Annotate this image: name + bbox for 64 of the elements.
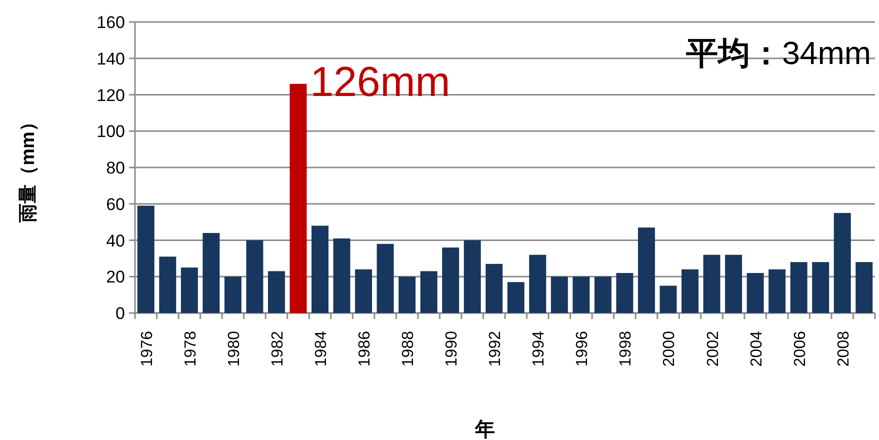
x-tick-label: 1998 (618, 330, 635, 367)
bar (224, 276, 242, 313)
bar (398, 276, 416, 313)
bar (682, 269, 698, 313)
bar (529, 254, 546, 313)
x-tick-label: 2000 (661, 330, 678, 367)
x-tick-label: 1994 (530, 330, 548, 367)
y-tick-label: 100 (96, 122, 125, 142)
x-tick-label: 2002 (704, 330, 722, 367)
bar (703, 254, 720, 313)
bar (638, 228, 655, 313)
x-tick-label: 1980 (226, 330, 243, 367)
bar (376, 244, 394, 313)
y-tick-label: 40 (106, 231, 125, 250)
y-tick-label: 0 (116, 304, 125, 323)
x-tick-label: 2004 (748, 330, 766, 367)
x-tick-label: 1982 (269, 330, 286, 367)
bar (202, 232, 220, 313)
bar (442, 248, 460, 313)
bar (464, 240, 481, 313)
y-axis-title: 雨量（mm） (18, 112, 39, 224)
y-tick-label: 140 (96, 49, 125, 68)
annotation: 126mm (310, 58, 450, 105)
y-tick-label: 160 (96, 13, 125, 32)
x-tick-label: 1976 (138, 330, 156, 367)
bar (420, 271, 438, 313)
bar (725, 254, 742, 313)
bar (246, 240, 264, 313)
bar (180, 268, 198, 313)
bar (550, 276, 568, 313)
x-tick-label: 2008 (835, 330, 852, 367)
bar (268, 271, 285, 313)
x-tick-label: 1986 (356, 330, 374, 367)
bar (333, 238, 350, 313)
bar (856, 262, 873, 313)
bar (572, 276, 590, 313)
x-tick-label: 1990 (444, 330, 461, 367)
x-tick-label: 1978 (182, 330, 200, 367)
x-tick-label: 1992 (487, 330, 504, 367)
x-tick-label: 1988 (400, 330, 418, 367)
y-tick-label: 60 (106, 194, 125, 214)
x-tick-label: 2006 (792, 330, 809, 367)
bar (507, 282, 524, 313)
y-tick-label: 120 (96, 86, 125, 105)
annotation: 平均：34mm (685, 35, 871, 71)
bar (660, 286, 677, 313)
bar (312, 226, 328, 313)
bar (768, 269, 786, 313)
bar (790, 262, 808, 313)
bar (137, 206, 154, 313)
x-axis-title: 年 (474, 419, 495, 440)
bar (290, 84, 307, 313)
x-tick-label: 1984 (313, 330, 330, 367)
bar (834, 212, 851, 313)
bar (355, 269, 372, 313)
bar (594, 276, 612, 313)
bar (159, 256, 176, 313)
y-tick-label: 80 (106, 158, 125, 178)
y-tick-label: 20 (106, 268, 125, 287)
x-tick-label: 1996 (574, 330, 592, 367)
bar (746, 272, 764, 313)
bar (616, 272, 634, 313)
bar (812, 262, 830, 313)
bar (486, 264, 503, 313)
